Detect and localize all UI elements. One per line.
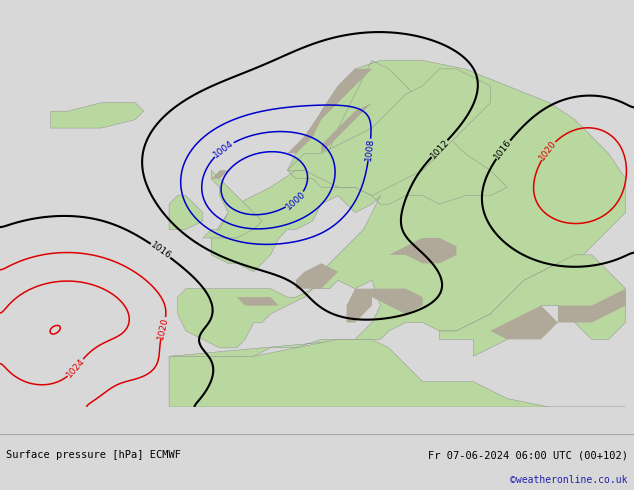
Polygon shape — [169, 60, 626, 356]
Polygon shape — [287, 69, 372, 153]
Polygon shape — [169, 196, 203, 229]
Polygon shape — [287, 69, 490, 196]
Polygon shape — [169, 340, 626, 407]
Polygon shape — [203, 171, 262, 238]
Text: 1012: 1012 — [429, 137, 451, 160]
Polygon shape — [51, 103, 144, 128]
Text: 1016: 1016 — [148, 241, 172, 261]
Polygon shape — [490, 306, 558, 340]
Polygon shape — [558, 289, 626, 322]
Polygon shape — [372, 289, 423, 314]
Polygon shape — [389, 238, 456, 263]
Polygon shape — [347, 289, 372, 322]
Text: 1020: 1020 — [157, 316, 170, 340]
Polygon shape — [296, 263, 338, 289]
Text: Surface pressure [hPa] ECMWF: Surface pressure [hPa] ECMWF — [6, 450, 181, 460]
Polygon shape — [439, 255, 626, 356]
Text: 1016: 1016 — [493, 138, 514, 162]
Text: 1004: 1004 — [212, 139, 235, 160]
Polygon shape — [321, 103, 372, 153]
Text: 1000: 1000 — [284, 189, 307, 211]
Polygon shape — [236, 297, 279, 306]
Text: 1020: 1020 — [538, 139, 559, 162]
Text: ©weatheronline.co.uk: ©weatheronline.co.uk — [510, 475, 628, 485]
Text: 1024: 1024 — [65, 357, 87, 379]
Text: 1008: 1008 — [364, 138, 375, 162]
Text: Fr 07-06-2024 06:00 UTC (00+102): Fr 07-06-2024 06:00 UTC (00+102) — [428, 450, 628, 460]
Polygon shape — [211, 171, 228, 179]
